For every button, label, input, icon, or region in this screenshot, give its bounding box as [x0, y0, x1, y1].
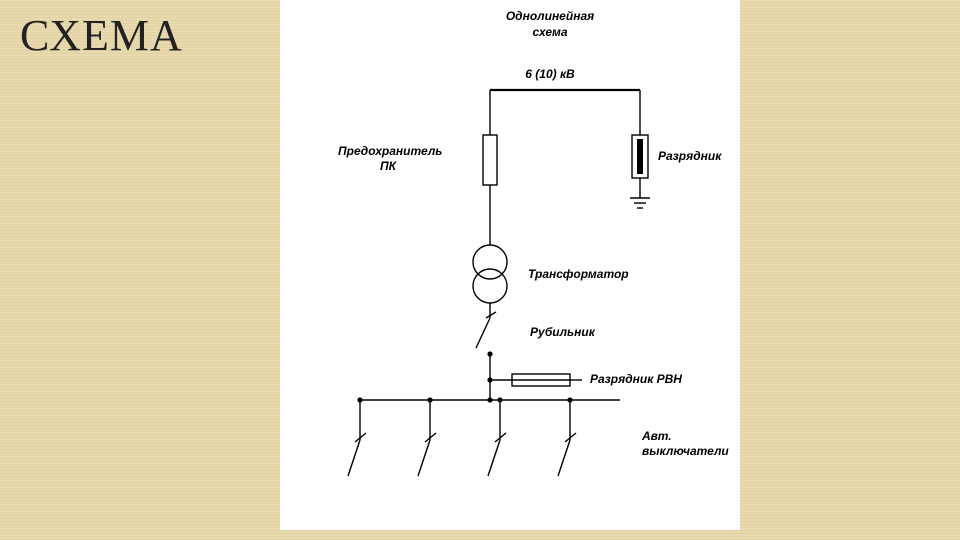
svg-text:Разрядник РВН: Разрядник РВН: [590, 372, 682, 386]
svg-text:Рубильник: Рубильник: [530, 325, 596, 339]
slide-title: СХЕМА: [20, 10, 183, 61]
svg-text:6 (10) кВ: 6 (10) кВ: [525, 67, 575, 81]
single-line-diagram: Однолинейная схема 6 (10) кВ Предохранитель…: [280, 0, 740, 530]
svg-text:выключатели: выключатели: [642, 444, 729, 458]
svg-text:схема: схема: [532, 25, 567, 39]
svg-text:Разрядник: Разрядник: [658, 149, 722, 163]
svg-text:Авт.: Авт.: [641, 429, 672, 443]
svg-text:Предохранитель: Предохранитель: [338, 144, 442, 158]
svg-text:ПК: ПК: [380, 159, 398, 173]
svg-text:Трансформатор: Трансформатор: [528, 267, 629, 281]
diagram-svg: Однолинейная схема 6 (10) кВ Предохранитель…: [280, 0, 740, 530]
svg-text:Однолинейная: Однолинейная: [506, 9, 594, 23]
